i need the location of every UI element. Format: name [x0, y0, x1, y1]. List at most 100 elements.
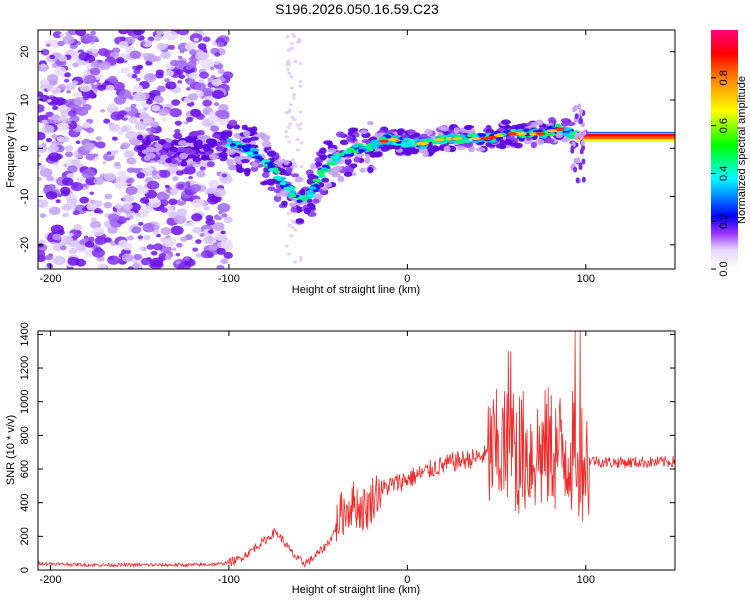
spectrogram-halo-1484 — [226, 148, 236, 155]
spectrogram-noise-795 — [76, 177, 84, 183]
spectrogram-halo-1414 — [560, 121, 569, 127]
spectrogram-noise-841 — [52, 162, 59, 167]
snr-ytick-label-2: 400 — [19, 493, 31, 511]
colorbar-label: Normalized spectral amplitude — [736, 76, 748, 224]
spectrogram-noise-302 — [67, 165, 78, 173]
spectrogram-noise-528 — [45, 137, 53, 143]
spectrogram-halo-1054 — [364, 157, 371, 164]
spectrogram-noise-674 — [191, 198, 205, 208]
spectrogram-noise-518 — [105, 84, 115, 92]
spectrogram-noise-814 — [83, 142, 95, 151]
spectrogram-noise-311 — [191, 213, 203, 222]
spectrogram-core-1989 — [351, 144, 360, 148]
spectrogram-halo-1559 — [149, 148, 159, 153]
spectrogram-halo-1635 — [371, 152, 381, 158]
spectrogram-noise-582 — [94, 209, 99, 214]
spectrogram-noise-873 — [75, 30, 87, 37]
spectrogram-halo-1561 — [290, 173, 300, 178]
spectrogram-noise-667 — [109, 123, 121, 132]
spectrogram-noise-665 — [160, 227, 172, 236]
spectrogram-noise-445 — [146, 166, 154, 172]
spectrogram-halo-1615 — [162, 141, 172, 149]
snr-xtick-label-2: 0 — [404, 574, 410, 586]
spectrogram-noise-193 — [177, 55, 183, 60]
spectrogram-noise-721 — [164, 69, 175, 77]
spectrogram-noise-264 — [147, 36, 155, 42]
spectrogram-noise-807 — [41, 119, 48, 125]
spectrogram-noise-909 — [289, 86, 294, 90]
spectrogram-noise-857 — [125, 131, 138, 140]
spectrogram-noise-579 — [47, 74, 59, 83]
snr-ytick-label-1: 200 — [19, 527, 31, 545]
spectrogram-noise-943 — [299, 164, 304, 169]
spectrogram-core-1953 — [522, 128, 530, 132]
spectrogram-noise-723 — [156, 30, 165, 35]
spectrogram-noise-2025 — [581, 158, 586, 165]
spectrogram-noise-784 — [58, 55, 68, 62]
spectrogram-noise-490 — [193, 37, 199, 42]
spectrogram-noise-685 — [220, 230, 226, 235]
spectrogram-noise-522 — [108, 103, 117, 110]
spectrogram-noise-946 — [289, 75, 294, 79]
spectrogram-noise-730 — [183, 121, 189, 125]
spectrogram-noise-703 — [150, 121, 159, 128]
spectrogram-halo-1454 — [242, 130, 251, 137]
spectrogram-noise-287 — [138, 246, 144, 250]
spectrogram-noise-808 — [175, 68, 184, 75]
spectrogram-frame — [37, 29, 676, 270]
spectrogram-noise-566 — [76, 244, 87, 252]
spectrogram-band-4 — [576, 133, 675, 137]
spectrogram-noise-833 — [213, 60, 219, 66]
spectrogram-noise-831 — [98, 61, 111, 70]
spectrogram-noise-899 — [133, 253, 142, 260]
spectrogram-core-1969 — [392, 134, 401, 139]
spectrogram-halo-1072 — [263, 166, 272, 174]
spectrogram-core-1914 — [273, 175, 282, 180]
spectrogram-noise-590 — [135, 77, 141, 82]
spectrogram-noise-885 — [201, 250, 212, 259]
spectrogram-noise-803 — [158, 108, 170, 117]
spectrogram-noise-15 — [83, 235, 89, 239]
spectrogram-noise-737 — [108, 75, 118, 83]
spectrogram-core-1961 — [236, 144, 243, 149]
spectrogram-noise-964 — [298, 256, 303, 260]
spectrogram-core-1954 — [477, 133, 487, 137]
spectrogram-noise-944 — [286, 48, 291, 52]
spectrogram-noise-740 — [83, 74, 97, 84]
spectrogram-noise-779 — [190, 108, 202, 117]
spectrogram-noise-903 — [293, 260, 298, 264]
colorbar-tick-label-1: 0.2 — [718, 214, 730, 229]
spectrogram-noise-844 — [71, 80, 79, 86]
spectrogram-noise-792 — [125, 179, 132, 184]
spectrogram-halo-975 — [137, 134, 144, 141]
spectrogram-noise-511 — [216, 247, 226, 255]
spectrogram-halo-1449 — [312, 198, 320, 204]
spectrogram-noise-480 — [142, 40, 153, 48]
spectrogram-halo-1639 — [380, 145, 390, 152]
spectrogram-noise-460 — [155, 72, 164, 79]
spectrogram-noise-277 — [104, 193, 113, 200]
spectrogram-halo-1590 — [219, 140, 228, 146]
spectrogram-noise-761 — [40, 63, 46, 68]
spectrogram-halo-1643 — [157, 138, 167, 145]
spectrogram-noise-426 — [218, 117, 229, 126]
spectrogram-halo-1619 — [307, 173, 317, 180]
spectrogram-core-1878 — [268, 168, 277, 172]
spectrogram-peak-2009 — [487, 135, 498, 140]
spectrogram-noise-308 — [184, 222, 190, 227]
spectrogram-noise-968 — [290, 225, 295, 229]
snr-xtick-label-1: -100 — [218, 574, 240, 586]
spectrogram-halo-995 — [344, 158, 352, 166]
spectrogram-halo-1528 — [353, 156, 361, 163]
spectrogram-noise-702 — [109, 51, 120, 59]
spectrogram-halo-1570 — [266, 150, 277, 157]
spectrogram-core-1938 — [371, 141, 380, 145]
spectrogram-halo-1580 — [187, 154, 196, 159]
spectrogram-noise-344 — [196, 170, 206, 178]
spectrogram-noise-669 — [124, 150, 135, 158]
spectrogram-noise-589 — [170, 225, 184, 236]
spectrogram-noise-720 — [66, 173, 75, 179]
spectrogram-noise-778 — [131, 73, 138, 79]
spectrogram-noise-334 — [154, 37, 161, 42]
